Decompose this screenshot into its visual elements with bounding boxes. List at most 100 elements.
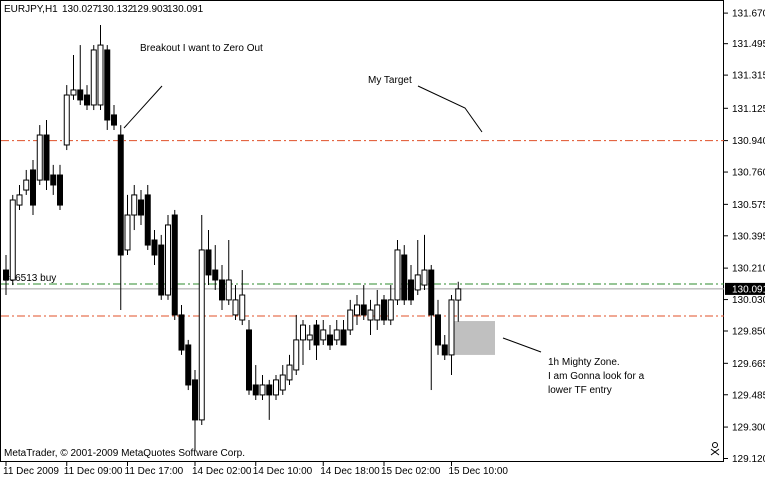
x-tick-label: 14 Dec 10:00 [253, 466, 313, 477]
candle-body [70, 89, 77, 96]
candle-body [340, 329, 347, 346]
level-label: #56513 buy [4, 273, 56, 284]
candle-body [441, 344, 448, 356]
candle-body [165, 224, 171, 296]
x-tick-label: 15 Dec 02:00 [381, 466, 441, 477]
candle-body [9, 199, 16, 281]
candle-body [43, 134, 50, 181]
annotation: I am Gonna look for a [548, 371, 645, 382]
candle-body [144, 194, 151, 246]
candle-body [232, 299, 239, 316]
candle-body [77, 89, 84, 101]
candle-body [455, 288, 462, 301]
candle-body [414, 274, 421, 291]
candle-body [320, 329, 327, 341]
candle-body [138, 199, 144, 216]
candle-body [401, 254, 408, 301]
y-tick-label: 129.300 [732, 423, 765, 434]
candle-body [286, 364, 293, 381]
candle-body [3, 269, 9, 281]
candle-body [185, 344, 192, 386]
candle-body [421, 269, 428, 286]
y-tick-label: 129.120 [732, 454, 765, 465]
y-tick-label: 130.575 [732, 200, 765, 211]
candle-body [387, 299, 394, 321]
candle-body [158, 244, 165, 296]
candle-body [57, 174, 63, 206]
header-open: 130.027 [62, 4, 99, 15]
candle-body [84, 94, 90, 106]
candle-body [300, 324, 306, 341]
candle-body [327, 334, 333, 346]
annotation: My Target [368, 75, 412, 86]
candle-body [198, 249, 205, 421]
candle-body [36, 134, 43, 181]
annotation-arrow [123, 85, 163, 129]
x-tick-label: 11 Dec 09:00 [64, 466, 123, 477]
candle-body [360, 304, 367, 316]
price-box [725, 282, 765, 295]
y-tick-label: 130.030 [732, 295, 765, 306]
y-tick-label: 129.665 [732, 359, 765, 370]
candle-body [306, 334, 313, 341]
candle-body [225, 279, 232, 301]
candle-body [212, 269, 219, 281]
x-tick-label: 15 Dec 10:00 [449, 466, 509, 477]
y-tick-label: 131.670 [732, 9, 765, 20]
candle-body [354, 304, 360, 316]
annotation: lower TF entry [548, 385, 612, 396]
candle-body [313, 324, 320, 346]
header-close: 130.091 [167, 4, 204, 15]
annotation: 1h Mighty Zone. [548, 357, 620, 368]
footer: MetaTrader, © 2001-2009 MetaQuotes Softw… [4, 448, 245, 459]
chart-title: EURJPY,H1 [4, 4, 58, 15]
candle-body [435, 314, 441, 346]
candle-body [131, 194, 138, 216]
candle-body [192, 379, 198, 421]
candle-body [293, 339, 300, 371]
candle-body [104, 49, 111, 121]
candle-body [97, 44, 104, 106]
candle-body [448, 299, 455, 356]
candle-body [205, 249, 212, 276]
candle-body [50, 174, 57, 186]
x-tick-label: 11 Dec 17:00 [125, 466, 184, 477]
y-tick-label: 129.485 [732, 390, 765, 401]
candle-body [266, 384, 273, 396]
y-tick-label: 131.495 [732, 39, 765, 50]
candle-body [23, 179, 30, 191]
x-tick-label: 14 Dec 02:00 [192, 466, 252, 477]
price-label: 130.091 [732, 284, 765, 295]
candle-body [374, 304, 381, 321]
candle-body [90, 49, 97, 106]
candle-body [259, 384, 266, 396]
candle-body [63, 94, 70, 146]
candle-body [30, 169, 36, 206]
candle-body [16, 194, 23, 206]
candle-body [178, 314, 185, 351]
candle-body [252, 384, 259, 396]
annotation-arrow [417, 85, 483, 133]
candle-body [117, 134, 124, 256]
candle-body [347, 309, 354, 331]
candle-body [273, 379, 279, 396]
candle-body [367, 309, 374, 321]
candle-body [279, 374, 286, 391]
candle-body [246, 329, 252, 391]
y-tick-label: 131.315 [732, 71, 765, 82]
y-tick-label: 130.210 [732, 264, 765, 275]
candle-body [428, 269, 435, 316]
y-tick-label: 130.760 [732, 168, 765, 179]
y-tick-label: 131.125 [732, 104, 765, 115]
candle-body [111, 114, 117, 126]
y-tick-label: 129.850 [732, 326, 765, 337]
zone [452, 321, 495, 355]
y-tick-label: 130.395 [732, 231, 765, 242]
annotation-arrow [502, 337, 542, 353]
candle-body [219, 279, 225, 301]
candle-body [333, 329, 340, 341]
y-tick-label: 130.940 [732, 136, 765, 147]
candle-body [151, 239, 158, 256]
candle-body [408, 279, 414, 301]
x-tick-label: 14 Dec 18:00 [320, 466, 380, 477]
